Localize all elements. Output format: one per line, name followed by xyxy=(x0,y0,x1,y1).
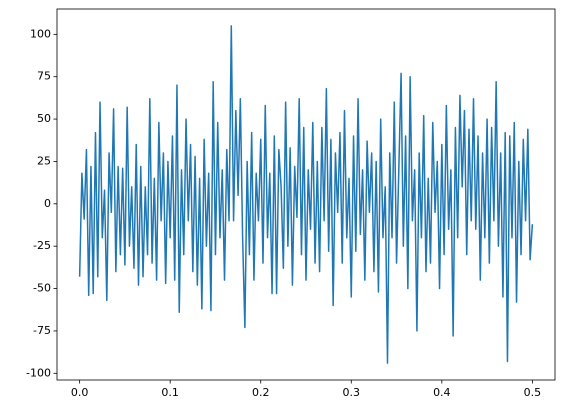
x-tick-label: 0.0 xyxy=(71,386,89,399)
plot-frame xyxy=(56,8,556,381)
data-line xyxy=(78,25,534,364)
y-tick-label: -100 xyxy=(26,366,51,379)
y-tick-label: 50 xyxy=(37,112,51,125)
y-tick-label: -50 xyxy=(33,282,51,295)
x-tick-label: 0.4 xyxy=(433,386,451,399)
y-tick-label: 0 xyxy=(44,197,51,210)
x-tick-label: 0.5 xyxy=(524,386,542,399)
y-tick-label: -75 xyxy=(33,324,51,337)
y-tick-label: 100 xyxy=(30,27,51,40)
y-tick-label: 25 xyxy=(37,154,51,167)
x-tick-label: 0.2 xyxy=(252,386,270,399)
x-tick-label: 0.1 xyxy=(161,386,179,399)
y-tick-label: -25 xyxy=(33,239,51,252)
y-tick-label: 75 xyxy=(37,70,51,83)
x-tick-label: 0.3 xyxy=(343,386,361,399)
